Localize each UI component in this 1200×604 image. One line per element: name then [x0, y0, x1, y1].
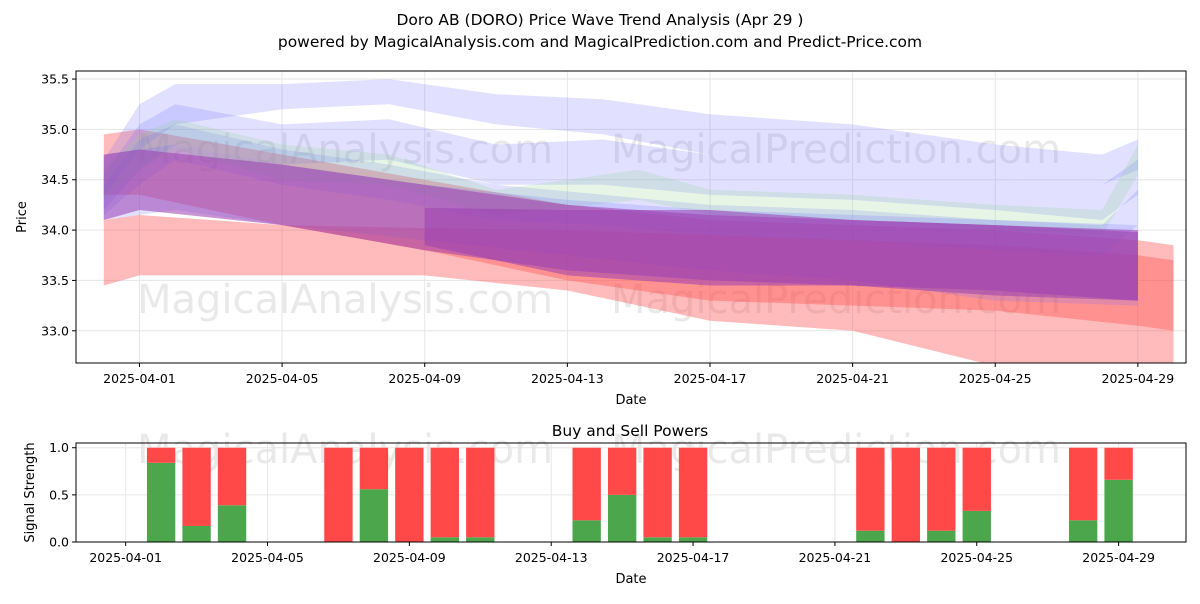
sell-power-bar [678, 447, 708, 538]
buy-power-bar [572, 520, 601, 542]
wave-band-purple-8 [424, 207, 1138, 301]
watermark-prediction-top: MagicalPrediction.com [611, 127, 1061, 173]
x-tick-label: 2025-04-21 [799, 550, 872, 565]
price-grid [76, 71, 1186, 363]
sell-power-bar [1068, 447, 1098, 521]
y-tick-label: 0.5 [49, 487, 69, 502]
sell-power-bar [217, 447, 247, 506]
y-tick-label: 33.0 [41, 323, 69, 338]
x-tick-label: 2025-04-17 [657, 550, 730, 565]
sell-power-bar [962, 447, 991, 511]
sell-power-bar [430, 447, 460, 538]
buy-power-bar [217, 505, 247, 542]
sell-power-bar [643, 447, 672, 538]
x-tick-label: 2025-04-05 [231, 550, 304, 565]
buy-power-bar [182, 525, 211, 542]
powers-chart-title: Buy and Sell Powers [552, 422, 709, 440]
buy-power-bar [678, 537, 708, 542]
buy-power-bar [962, 510, 991, 542]
sell-power-bar [1104, 447, 1133, 480]
buy-power-bar [359, 489, 389, 542]
y-tick-label: 35.0 [41, 122, 69, 137]
x-tick-label: 2025-04-25 [940, 550, 1013, 565]
y-tick-label: 33.5 [41, 273, 69, 288]
sell-power-bar [146, 447, 176, 463]
buy-power-bar [1068, 520, 1098, 542]
buy-power-bar [643, 537, 672, 542]
sell-power-bar [324, 447, 353, 542]
watermark-analysis-mid: MagicalAnalysis.com [137, 277, 553, 323]
x-tick-label: 2025-04-05 [246, 371, 319, 386]
wave-band-green-5 [103, 119, 1138, 236]
x-tick-label: 2025-04-29 [1102, 371, 1175, 386]
y-tick-label: 1.0 [49, 440, 69, 455]
x-tick-label: 2025-04-29 [1082, 550, 1155, 565]
price-y-axis-label: Price [15, 201, 30, 233]
buy-power-bar [430, 537, 460, 542]
x-tick-label: 2025-04-13 [515, 550, 588, 565]
buy-power-bar [1104, 479, 1133, 542]
wave-band-blue-2 [103, 79, 1138, 195]
sell-power-bar [395, 447, 424, 542]
price-plot-frame [75, 70, 1187, 364]
y-tick-label: 35.5 [41, 72, 69, 87]
x-tick-label: 2025-04-09 [373, 550, 446, 565]
sell-power-bar [891, 447, 921, 542]
x-tick-label: 2025-04-01 [89, 550, 162, 565]
sell-power-bar [856, 447, 885, 531]
powers-bars [146, 447, 1133, 542]
y-tick-label: 34.0 [41, 223, 69, 238]
x-tick-label: 2025-04-09 [388, 371, 461, 386]
y-tick-label: 0.0 [49, 535, 69, 550]
chart-title: Doro AB (DORO) Price Wave Trend Analysis… [397, 11, 804, 29]
sell-power-bar [572, 447, 601, 521]
x-tick-label: 2025-04-17 [674, 371, 747, 386]
sell-power-bar [359, 447, 389, 490]
wave-bands [103, 79, 1174, 363]
price-wave-chart: 33.0 33.5 34.0 34.5 35.0 35.5 2025-04-01 2025-0… [15, 70, 1187, 408]
powers-plot-frame [75, 442, 1187, 543]
buy-sell-powers-chart: 0.0 0.5 1.0 2025-04-01 2025-04-05 2025-04-09 2… [23, 440, 1187, 587]
buy-power-bar [607, 494, 637, 542]
y-tick-label: 34.5 [41, 172, 69, 187]
powers-x-axis-label: Date [615, 572, 646, 587]
x-tick-label: 2025-04-21 [816, 371, 889, 386]
wave-band-blue-3 [103, 104, 1138, 220]
sell-power-bar [182, 447, 211, 526]
price-x-axis-label: Date [615, 393, 646, 408]
sell-power-bar [927, 447, 956, 531]
x-tick-label: 2025-04-13 [531, 371, 604, 386]
x-tick-label: 2025-04-01 [103, 371, 176, 386]
sell-power-bar [466, 447, 495, 538]
buy-power-bar [856, 530, 885, 542]
buy-power-bar [146, 462, 176, 542]
buy-power-bar [466, 537, 495, 542]
sell-power-bar [607, 447, 637, 495]
chart-subtitle: powered by MagicalAnalysis.com and Magic… [278, 33, 922, 51]
x-tick-label: 2025-04-25 [959, 371, 1032, 386]
powers-y-axis-label: Signal Strength [23, 442, 38, 542]
buy-power-bar [927, 530, 956, 542]
